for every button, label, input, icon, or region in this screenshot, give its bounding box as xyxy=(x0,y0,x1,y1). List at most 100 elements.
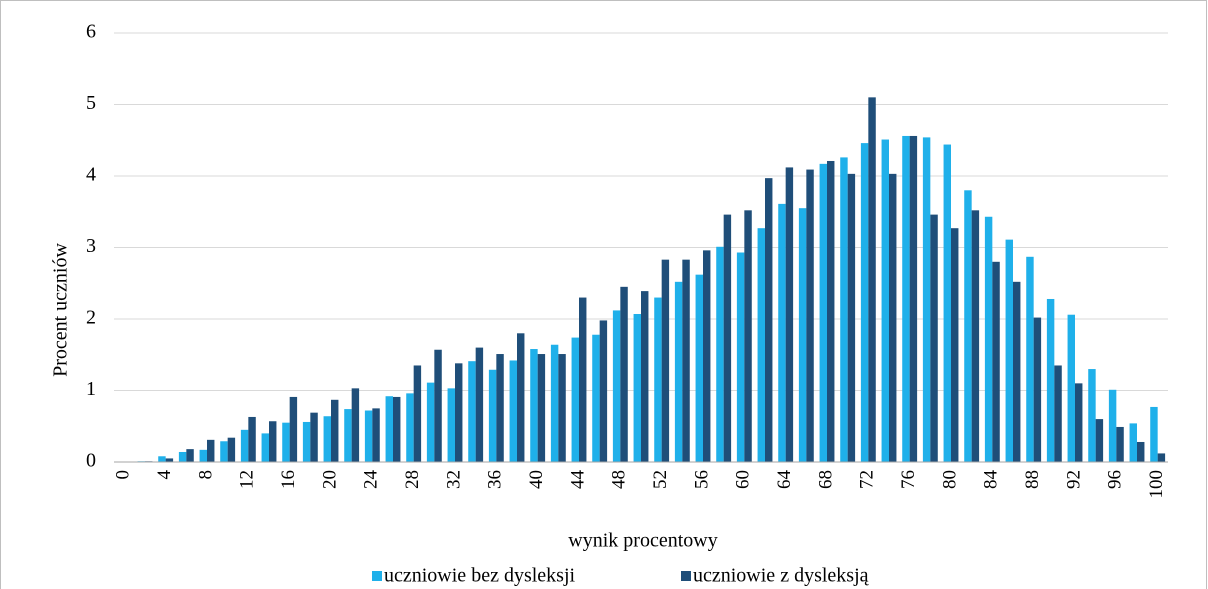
bar xyxy=(426,382,435,462)
bar xyxy=(530,349,538,462)
bar xyxy=(302,421,311,462)
bar xyxy=(351,388,360,462)
bar xyxy=(674,281,683,462)
bar xyxy=(447,388,455,462)
y-tick-label: 0 xyxy=(86,450,96,472)
bar xyxy=(992,261,1000,462)
y-tick-label: 6 xyxy=(86,21,96,43)
bar xyxy=(881,139,889,462)
bar xyxy=(240,429,249,462)
x-tick-label: 72 xyxy=(857,470,878,489)
bar xyxy=(186,449,194,462)
bar xyxy=(434,349,442,462)
bar xyxy=(199,449,207,462)
x-tick-label: 96 xyxy=(1105,470,1126,489)
bar xyxy=(158,456,166,462)
bar xyxy=(1137,441,1145,462)
bar xyxy=(654,297,662,462)
bar xyxy=(385,396,393,462)
bar xyxy=(550,344,559,462)
bar xyxy=(909,135,918,462)
x-tick-label: 36 xyxy=(485,470,506,489)
x-tick-label: 20 xyxy=(319,470,340,489)
bar xyxy=(785,167,794,463)
legend-swatch xyxy=(681,571,691,581)
bar xyxy=(868,97,876,462)
x-tick-label: 100 xyxy=(1146,470,1167,499)
bar xyxy=(592,334,600,462)
bar xyxy=(827,160,835,463)
bar xyxy=(765,178,773,462)
x-tick-label: 40 xyxy=(526,470,547,489)
bar xyxy=(331,399,339,462)
x-tick-label: 44 xyxy=(567,470,588,490)
bar xyxy=(889,173,897,463)
bar xyxy=(488,369,497,462)
bar xyxy=(468,361,476,462)
bar xyxy=(269,421,277,462)
bar xyxy=(641,291,649,462)
bar xyxy=(1150,406,1158,462)
legend-label: uczniowie bez dysleksji xyxy=(384,565,575,587)
bar xyxy=(227,437,236,462)
bar xyxy=(612,310,621,462)
y-tick-label: 4 xyxy=(86,164,96,186)
bar xyxy=(537,354,546,462)
bar xyxy=(165,458,174,462)
x-tick-label: 68 xyxy=(815,470,836,489)
x-tick-label: 80 xyxy=(939,470,960,489)
x-tick-label: 8 xyxy=(195,470,216,480)
x-axis-label: wynik procentowy xyxy=(568,530,717,552)
bar xyxy=(579,297,587,462)
x-tick-label: 76 xyxy=(898,470,919,489)
bar xyxy=(1075,383,1083,462)
bar xyxy=(798,208,807,462)
bar xyxy=(1108,389,1117,462)
x-tick-label: 4 xyxy=(154,470,175,480)
bar xyxy=(178,451,187,462)
bar xyxy=(282,422,290,462)
bar xyxy=(1005,239,1013,462)
bar xyxy=(599,320,608,462)
bar xyxy=(930,214,938,462)
bar xyxy=(496,354,504,462)
bar xyxy=(1054,365,1062,462)
bar xyxy=(1157,453,1166,462)
bar xyxy=(248,416,256,462)
bar xyxy=(633,313,641,462)
bar xyxy=(517,333,525,462)
bar xyxy=(509,360,517,462)
y-tick-label: 3 xyxy=(86,235,96,257)
bar xyxy=(571,337,579,462)
y-axis-label: Procent uczniów xyxy=(50,243,72,377)
bar xyxy=(413,365,422,462)
x-tick-label: 16 xyxy=(278,470,299,489)
legend-label: uczniowie z dysleksją xyxy=(693,565,870,587)
bar xyxy=(620,286,628,462)
bar xyxy=(1095,419,1104,462)
bar xyxy=(943,144,951,463)
x-tick-label: 24 xyxy=(361,470,382,490)
bar xyxy=(661,259,670,462)
x-tick-label: 60 xyxy=(733,470,754,489)
bar xyxy=(207,439,215,462)
bar xyxy=(778,203,786,462)
x-tick-label: 32 xyxy=(443,470,464,489)
bar xyxy=(695,274,703,462)
bar xyxy=(372,408,380,462)
bar xyxy=(310,412,318,462)
bar xyxy=(1088,369,1096,462)
bar xyxy=(716,246,724,462)
bar xyxy=(1116,426,1124,462)
x-tick-label: 92 xyxy=(1063,470,1084,489)
bar xyxy=(922,137,931,462)
bar xyxy=(840,157,848,462)
bar xyxy=(723,214,732,462)
bar xyxy=(558,354,566,462)
bar xyxy=(806,169,814,462)
bar xyxy=(847,173,856,463)
bar xyxy=(703,250,711,462)
x-tick-label: 52 xyxy=(650,470,671,489)
